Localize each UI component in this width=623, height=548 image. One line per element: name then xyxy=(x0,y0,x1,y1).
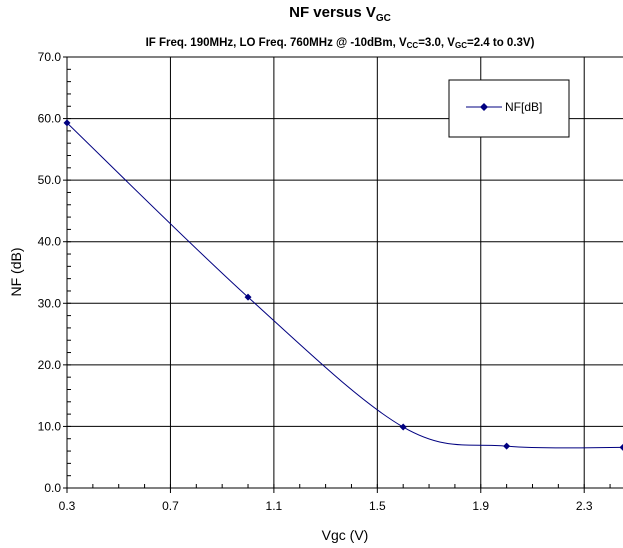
y-tick-label: 10.0 xyxy=(38,419,62,433)
x-tick-label: 2.3 xyxy=(576,499,593,513)
y-tick-label: 0.0 xyxy=(44,481,61,495)
chart-subtitle: IF Freq. 190MHz, LO Freq. 760MHz @ -10dB… xyxy=(146,37,535,50)
y-tick-label: 40.0 xyxy=(38,235,62,249)
grid xyxy=(67,56,623,488)
y-tick-label: 70.0 xyxy=(38,50,62,64)
data-point-marker xyxy=(619,443,623,451)
series-layer xyxy=(63,119,623,451)
data-point-marker xyxy=(503,442,511,450)
x-axis-label: Vgc (V) xyxy=(322,527,369,543)
legend: NF[dB] xyxy=(448,79,570,138)
legend-label: NF[dB] xyxy=(505,100,542,114)
legend-marker xyxy=(480,103,488,111)
x-tick-label: 1.9 xyxy=(472,499,489,513)
data-point-marker xyxy=(244,293,252,301)
data-point-marker xyxy=(63,119,71,127)
y-tick-label: 50.0 xyxy=(38,173,62,187)
y-tick-label: 30.0 xyxy=(38,296,62,310)
y-tick-labels: 0.0 10.0 20.0 30.0 40.0 50.0 60.0 70.0 xyxy=(38,50,62,495)
chart-title: NF versus VGC xyxy=(289,4,391,24)
x-tick-labels: 0.3 0.7 1.1 1.5 1.9 2.3 xyxy=(59,499,593,513)
x-tick-label: 0.3 xyxy=(59,499,76,513)
x-tick-label: 0.7 xyxy=(162,499,179,513)
series-line xyxy=(66,122,623,449)
y-axis-label: NF (dB) xyxy=(8,248,24,297)
x-tick-label: 1.5 xyxy=(369,499,386,513)
y-tick-label: 20.0 xyxy=(38,358,62,372)
axes xyxy=(63,56,623,493)
data-point-marker xyxy=(399,423,407,431)
x-tick-label: 1.1 xyxy=(266,499,283,513)
legend-box xyxy=(448,79,570,138)
y-tick-label: 60.0 xyxy=(38,112,62,126)
